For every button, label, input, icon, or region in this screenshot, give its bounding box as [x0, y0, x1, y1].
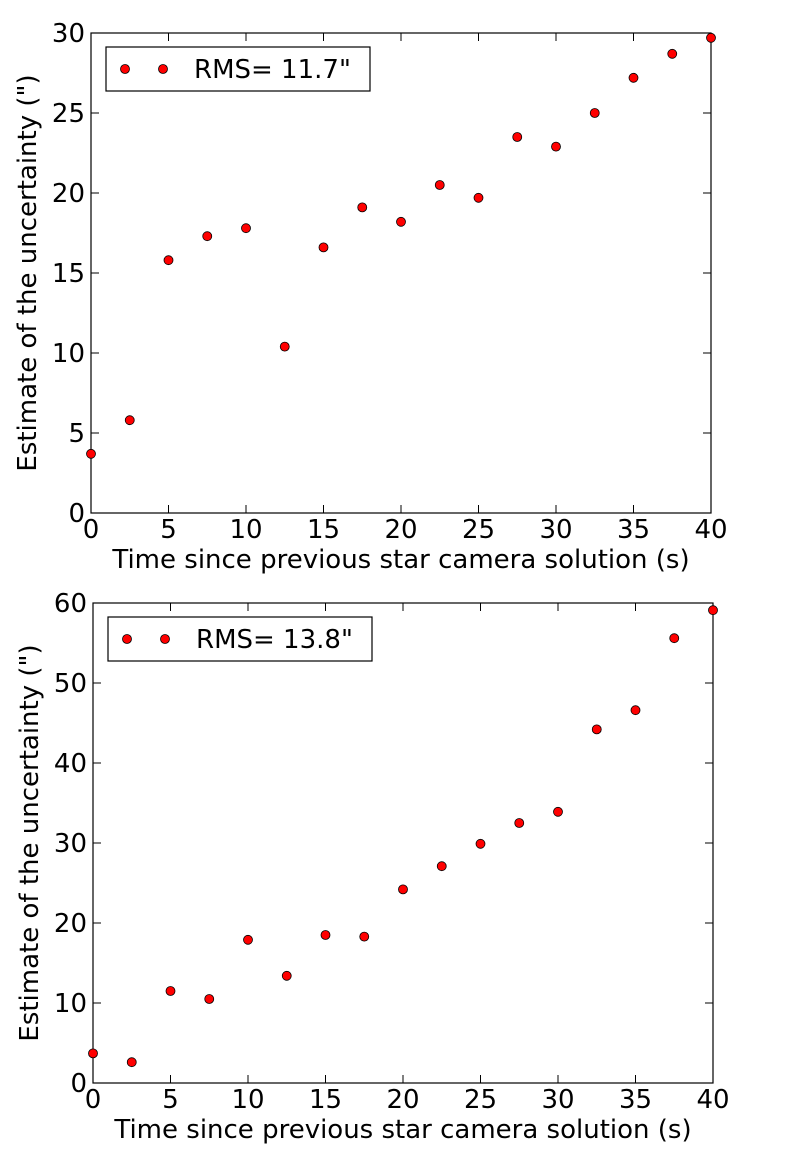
- y-tick-label: 25: [52, 99, 85, 129]
- x-tick-label: 30: [539, 515, 572, 545]
- y-tick-label: 10: [52, 339, 85, 369]
- x-axis-label: Time since previous star camera solution…: [113, 1115, 691, 1145]
- data-point: [398, 884, 408, 895]
- x-tick-label: 5: [160, 515, 177, 545]
- data-point: [708, 605, 718, 616]
- chart-bottom: 0 5 10 15 20 25 30 35 40 0 10 20 30 40 50 60 Time since …: [15, 589, 730, 1145]
- data-point: [473, 192, 484, 203]
- x-tick-label: 25: [462, 515, 495, 545]
- data-point: [514, 818, 525, 828]
- plot-frame: [92, 602, 714, 1084]
- y-tick-label: 0: [70, 1069, 87, 1099]
- data-point: [204, 994, 215, 1004]
- x-tick-label: 0: [85, 1085, 102, 1115]
- x-tick-label: 10: [231, 1085, 264, 1115]
- legend-marker: [158, 64, 168, 74]
- data-point: [396, 216, 406, 227]
- data-point: [243, 934, 253, 945]
- data-point: [475, 838, 486, 849]
- y-tick-label: 20: [54, 909, 87, 939]
- data-point: [551, 141, 561, 152]
- legend-box: [107, 616, 373, 662]
- legend-marker: [120, 64, 130, 74]
- data-point: [436, 861, 447, 872]
- data-point: [318, 242, 329, 253]
- data-point: [357, 202, 368, 213]
- legend-marker: [122, 634, 132, 644]
- data-point: [165, 986, 176, 996]
- data-point: [86, 448, 96, 459]
- data-point: [628, 72, 639, 83]
- data-point: [279, 341, 290, 352]
- x-tick-label: 15: [309, 1085, 342, 1115]
- data-point: [88, 1048, 98, 1059]
- y-tick-label: 40: [54, 749, 87, 779]
- x-tick-label: 20: [386, 1085, 419, 1115]
- y-tick-label: 15: [52, 259, 85, 289]
- x-tick-label: 40: [694, 515, 727, 545]
- x-tick-label: 35: [617, 515, 650, 545]
- x-tick-label: 35: [619, 1085, 652, 1115]
- data-point: [667, 48, 678, 59]
- x-tick-label: 25: [464, 1085, 497, 1115]
- legend-marker: [160, 634, 170, 644]
- y-tick-label: 50: [54, 669, 87, 699]
- y-tick-label: 60: [54, 589, 87, 619]
- data-point: [320, 930, 331, 940]
- x-axis-label: Time since previous star camera solution…: [111, 545, 689, 575]
- data-point: [126, 1057, 137, 1068]
- data-point: [163, 255, 174, 266]
- y-tick-label: 0: [68, 499, 85, 529]
- x-tick-label: 30: [541, 1085, 574, 1115]
- data-point: [706, 32, 716, 43]
- data-point: [589, 108, 600, 118]
- x-tick-label: 5: [162, 1085, 179, 1115]
- x-tick-label: 10: [229, 515, 262, 545]
- data-point: [202, 231, 213, 242]
- data-point: [434, 180, 445, 190]
- data-point: [359, 931, 370, 942]
- y-tick-label: 5: [68, 419, 85, 449]
- y-tick-label: 20: [52, 179, 85, 209]
- legend-label: RMS= 11.7": [194, 55, 351, 85]
- data-point: [591, 724, 602, 735]
- y-tick-label: 10: [54, 989, 87, 1019]
- x-tick-label: 0: [83, 515, 100, 545]
- y-tick-label: 30: [54, 829, 87, 859]
- y-axis-label: Estimate of the uncertainty ("): [13, 74, 43, 471]
- data-point: [281, 970, 292, 981]
- y-axis-label: Estimate of the uncertainty ("): [15, 644, 45, 1041]
- legend-box: [105, 46, 371, 92]
- data-point: [669, 633, 680, 644]
- legend-label: RMS= 13.8": [196, 625, 353, 655]
- data-point: [124, 415, 135, 426]
- data-point: [512, 132, 523, 142]
- plot-frame: [90, 32, 712, 514]
- y-tick-label: 30: [52, 19, 85, 49]
- x-tick-label: 20: [384, 515, 417, 545]
- data-point: [553, 806, 563, 817]
- data-point: [630, 705, 641, 716]
- x-tick-label: 15: [307, 515, 340, 545]
- data-point: [241, 223, 251, 234]
- x-tick-label: 40: [696, 1085, 729, 1115]
